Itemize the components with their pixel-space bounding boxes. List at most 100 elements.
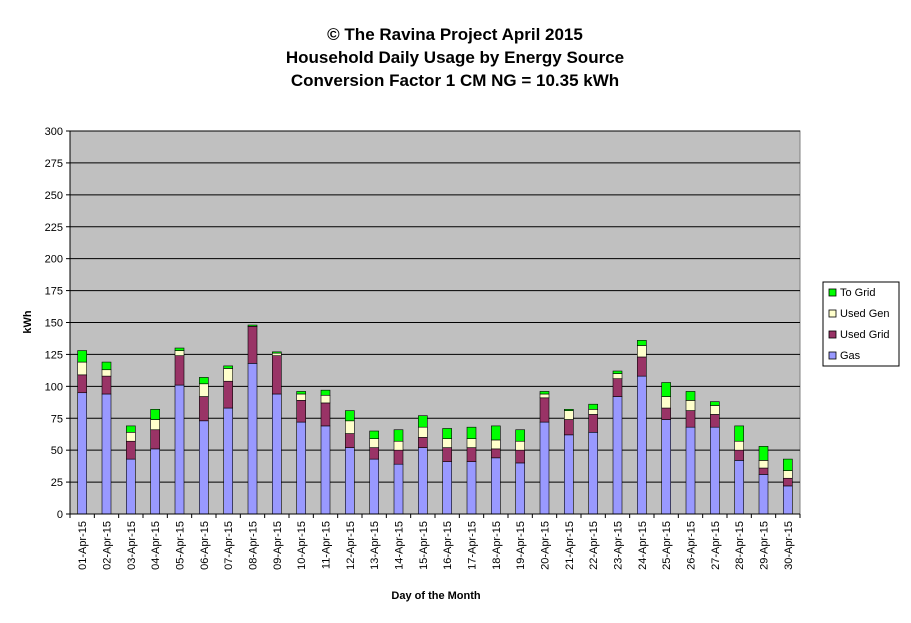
bar-to-grid [539, 391, 550, 395]
bar-used-gen [661, 396, 671, 409]
bar-to-grid [247, 324, 258, 327]
bar-gas [320, 425, 331, 515]
x-tick-label: 22-Apr-15 [588, 521, 600, 570]
bar-to-grid [393, 429, 404, 442]
bar-used-gen [710, 405, 720, 415]
y-tick-label: 175 [45, 286, 63, 298]
bar-used-gen [588, 409, 598, 415]
bar-to-grid [345, 410, 355, 422]
bar-to-grid [418, 415, 428, 428]
x-tick-label: 20-Apr-15 [540, 521, 552, 570]
bar-used-gen [612, 373, 623, 379]
x-tick-label: 30-Apr-15 [783, 521, 795, 570]
bar-to-grid [612, 370, 623, 374]
x-tick-label: 26-Apr-15 [686, 521, 698, 570]
bar-to-grid [174, 347, 185, 351]
y-tick-label: 275 [45, 158, 63, 170]
bar-used-grid [77, 374, 87, 394]
bar-gas [101, 393, 112, 515]
bar-gas [758, 474, 769, 515]
bar-gas [126, 458, 136, 515]
bar-to-grid [223, 365, 233, 369]
y-tick-label: 300 [45, 126, 63, 138]
bar-used-gen [418, 426, 428, 438]
bar-used-grid [564, 419, 574, 436]
legend-label: Used Gen [840, 308, 890, 320]
bar-gas [466, 461, 477, 515]
bar-gas [369, 458, 379, 515]
x-tick-label: 19-Apr-15 [515, 521, 527, 570]
bar-to-grid [369, 430, 379, 439]
bar-used-grid [491, 448, 501, 459]
bar-used-grid [710, 414, 720, 428]
bar-used-grid [272, 355, 282, 395]
bar-to-grid [296, 391, 306, 395]
bar-gas [539, 421, 550, 515]
bar-used-grid [685, 410, 696, 428]
bar-used-gen [393, 440, 404, 451]
legend-swatch [828, 330, 837, 339]
bar-gas [685, 426, 696, 515]
bar-used-grid [783, 477, 793, 487]
bar-used-gen [442, 438, 452, 448]
bar-used-grid [199, 396, 209, 422]
bar-used-gen [296, 393, 306, 401]
bar-to-grid [637, 340, 647, 346]
bar-used-gen [101, 369, 112, 377]
x-tick-label: 24-Apr-15 [637, 521, 649, 570]
bars [77, 324, 793, 515]
x-tick-label: 12-Apr-15 [345, 521, 357, 570]
bar-used-grid [150, 429, 160, 450]
legend-label: Gas [840, 350, 861, 362]
bar-gas [442, 461, 452, 515]
bar-gas [637, 375, 647, 515]
bar-used-grid [174, 355, 185, 386]
y-tick-label: 50 [51, 445, 63, 457]
bar-used-grid [126, 440, 136, 460]
bar-used-grid [320, 402, 331, 427]
bar-gas [223, 407, 233, 515]
bar-gas [783, 485, 793, 515]
y-tick-label: 100 [45, 381, 63, 393]
bar-used-gen [637, 345, 647, 358]
x-tick-label: 25-Apr-15 [661, 521, 673, 570]
bar-to-grid [491, 425, 501, 441]
bar-used-gen [539, 393, 550, 399]
bar-to-grid [783, 458, 793, 471]
bar-gas [418, 447, 428, 515]
legend-label: Used Grid [840, 329, 890, 341]
bar-used-gen [685, 400, 696, 411]
bar-used-grid [661, 407, 671, 420]
x-tick-label: 16-Apr-15 [442, 521, 454, 570]
bar-used-grid [734, 449, 744, 461]
y-tick-label: 250 [45, 190, 63, 202]
x-tick-label: 29-Apr-15 [759, 521, 771, 570]
bar-gas [661, 419, 671, 515]
bar-used-gen [320, 394, 331, 404]
bar-used-gen [199, 383, 209, 397]
bar-used-grid [466, 447, 477, 462]
legend-swatch [828, 309, 837, 318]
bar-gas [77, 392, 87, 515]
bar-used-gen [564, 410, 574, 420]
bar-to-grid [77, 350, 87, 363]
bar-gas [515, 462, 525, 515]
x-tick-label: 17-Apr-15 [467, 521, 479, 570]
y-tick-label: 150 [45, 318, 63, 330]
bar-used-grid [637, 356, 647, 377]
bar-used-gen [345, 420, 355, 434]
bar-gas [710, 426, 720, 515]
x-tick-label: 11-Apr-15 [321, 521, 333, 569]
bar-to-grid [685, 391, 696, 401]
x-tick-label: 09-Apr-15 [272, 521, 284, 570]
x-tick-label: 27-Apr-15 [710, 521, 722, 570]
bar-gas [564, 434, 574, 515]
legend-swatch [828, 351, 837, 360]
bar-used-grid [588, 414, 598, 433]
bar-to-grid [126, 425, 136, 433]
y-axis-title: kWh [22, 310, 34, 334]
bar-used-gen [126, 431, 136, 442]
bar-to-grid [564, 409, 574, 411]
bar-used-gen [491, 439, 501, 450]
